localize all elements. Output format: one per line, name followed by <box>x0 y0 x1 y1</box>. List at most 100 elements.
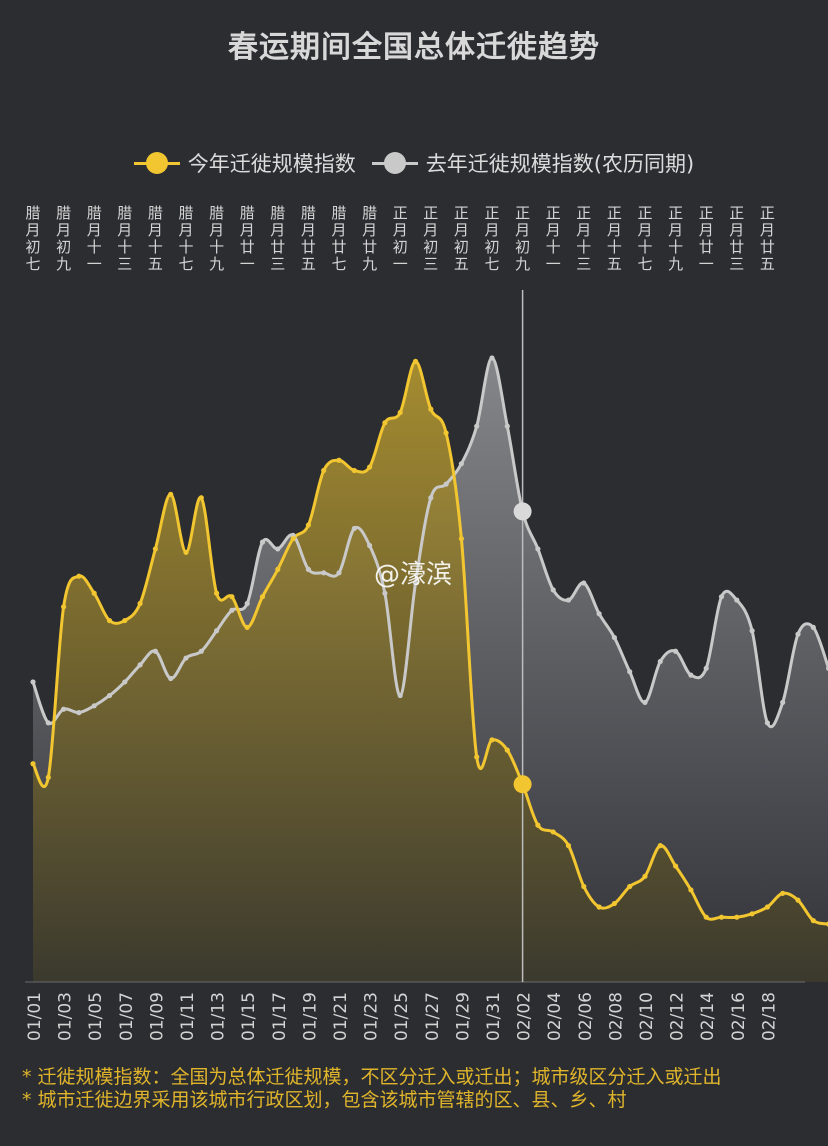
previous-year-point <box>275 546 281 552</box>
x-tick-label: 01/07 <box>117 992 137 1041</box>
previous-year-point <box>45 720 51 726</box>
previous-year-point <box>321 570 327 576</box>
current-year-point <box>550 829 556 835</box>
previous-year-point <box>657 658 663 665</box>
footnotes: * 迁徙规模指数：全国为总体迁徙规模，不区分迁入或迁出；城市级区分迁入或迁出 *… <box>22 1066 812 1112</box>
x-tick-label: 01/21 <box>331 992 351 1041</box>
x-tick-label: 01/05 <box>86 992 106 1041</box>
current-year-point <box>397 409 403 416</box>
lunar-tick-label: 腊月廿七 <box>331 204 346 273</box>
current-year-point <box>627 883 633 890</box>
chart-legend: 今年迁徙规模指数 去年迁徙规模指数(农历同期) <box>0 148 828 178</box>
lunar-tick-label: 腊月廿一 <box>240 204 255 273</box>
x-tick-label: 01/23 <box>362 992 382 1041</box>
footnote-1: * 迁徙规模指数：全国为总体迁徙规模，不区分迁入或迁出；城市级区分迁入或迁出 <box>22 1066 722 1088</box>
previous-year-point <box>489 355 495 361</box>
current-year-point <box>764 904 771 910</box>
x-tick-label: 02/04 <box>545 992 565 1041</box>
legend-item-previous[interactable]: 去年迁徙规模指数(农历同期) <box>371 148 694 178</box>
current-year-point <box>244 624 250 630</box>
previous-year-point <box>351 525 357 532</box>
current-year-point <box>321 467 327 474</box>
legend-item-current[interactable]: 今年迁徙规模指数 <box>133 148 356 178</box>
x-tick-label: 01/01 <box>25 992 45 1041</box>
previous-year-point <box>780 699 786 705</box>
current-year-point <box>106 617 113 624</box>
legend-label-current: 今年迁徙规模指数 <box>187 152 356 176</box>
x-tick-label: 02/18 <box>759 992 779 1041</box>
x-tick-label: 01/09 <box>147 992 167 1041</box>
previous-year-point <box>443 481 449 487</box>
current-year-point <box>45 774 51 781</box>
lunar-tick-label: 正月初五 <box>454 204 469 273</box>
previous-year-point <box>627 669 633 675</box>
x-tick-label: 01/11 <box>178 992 198 1041</box>
x-tick-label: 02/12 <box>668 992 688 1041</box>
current-year-point <box>382 420 388 426</box>
current-year-point <box>122 617 128 624</box>
previous-year-point <box>91 703 97 709</box>
current-year-point <box>565 843 572 849</box>
lunar-tick-label: 腊月十九 <box>209 204 224 273</box>
current-year-point <box>76 573 82 579</box>
current-year-point <box>474 754 480 760</box>
current-year-point <box>137 600 143 607</box>
current-year-point <box>795 897 801 903</box>
current-year-point <box>535 822 541 828</box>
previous-year-point <box>412 580 419 586</box>
lunar-tick-label: 腊月廿五 <box>301 204 316 273</box>
current-year-point <box>259 594 266 600</box>
current-year-point <box>688 887 694 893</box>
lunar-tick-label: 正月初三 <box>423 204 438 273</box>
x-tick-label: 02/08 <box>606 992 626 1041</box>
previous-year-point <box>229 607 235 613</box>
previous-year-point <box>61 706 67 712</box>
lunar-tick-label: 正月初一 <box>393 204 408 273</box>
lunar-tick-label: 正月初七 <box>484 204 499 273</box>
previous-year-current-point <box>513 502 532 521</box>
lunar-tick-label: 腊月初七 <box>25 204 40 273</box>
current-year-point <box>305 522 311 528</box>
previous-year-point <box>550 587 556 593</box>
current-year-point <box>611 900 618 907</box>
lunar-tick-label: 腊月十一 <box>87 204 102 273</box>
x-tick-label: 01/27 <box>423 992 443 1041</box>
previous-year-point <box>474 423 480 429</box>
current-year-point <box>168 491 174 497</box>
current-year-point <box>780 890 786 896</box>
legend-swatch-previous <box>371 152 418 174</box>
previous-year-point <box>810 624 816 630</box>
current-year-point <box>214 590 220 596</box>
x-tick-label: 01/31 <box>484 992 504 1041</box>
lunar-tick-label: 腊月十五 <box>148 204 163 273</box>
previous-year-point <box>244 600 250 607</box>
previous-year-point <box>122 679 128 685</box>
x-tick-label: 02/16 <box>729 992 749 1041</box>
previous-year-point <box>535 546 541 552</box>
previous-year-point <box>152 648 158 654</box>
current-year-point <box>428 406 434 412</box>
chart-title: 春运期间全国总体迁徙趋势 <box>228 30 600 65</box>
previous-year-point <box>367 542 373 549</box>
previous-year-point <box>504 423 510 429</box>
current-year-point <box>367 464 373 470</box>
previous-year-point <box>76 710 82 716</box>
current-year-point <box>749 911 755 917</box>
current-year-area <box>33 361 828 982</box>
current-year-point <box>642 873 648 879</box>
lunar-tick-label: 正月廿一 <box>699 204 714 273</box>
previous-year-point <box>764 720 771 726</box>
x-tick-label: 02/06 <box>576 992 596 1041</box>
current-year-point <box>275 566 281 572</box>
current-year-point <box>61 604 67 610</box>
current-year-point <box>351 467 357 474</box>
previous-year-point <box>673 648 679 654</box>
current-year-point <box>183 549 189 555</box>
previous-year-point <box>137 662 143 668</box>
previous-year-point <box>428 495 434 501</box>
x-tick-label: 01/29 <box>453 992 473 1041</box>
current-year-point <box>443 430 449 436</box>
current-year-point <box>657 843 663 849</box>
previous-year-point <box>259 539 266 545</box>
